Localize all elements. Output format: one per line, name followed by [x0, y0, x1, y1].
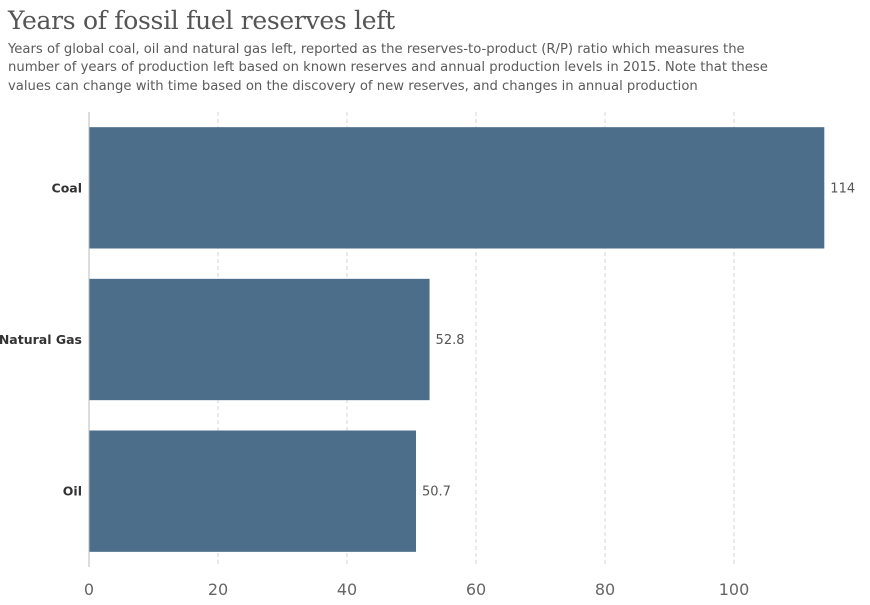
value-label-coal: 114	[830, 181, 855, 196]
category-label-natural-gas: Natural Gas	[0, 332, 82, 347]
x-tick-label-60: 60	[466, 580, 486, 599]
chart-title: Years of fossil fuel reserves left	[8, 6, 395, 35]
x-tick-label-40: 40	[337, 580, 357, 599]
x-tick-label-20: 20	[208, 580, 228, 599]
value-label-natural-gas: 52.8	[436, 333, 465, 348]
value-label-oil: 50.7	[422, 485, 451, 500]
bar-oil	[89, 430, 417, 552]
category-labels: Coal Natural Gas Oil	[0, 180, 82, 498]
value-labels: 114 52.8 50.7	[422, 181, 855, 499]
category-label-coal: Coal	[52, 180, 82, 195]
x-tick-label-0: 0	[84, 580, 94, 599]
bar-coal	[89, 127, 825, 249]
chart-subtitle: Years of global coal, oil and natural ga…	[8, 42, 768, 94]
x-tick-label-80: 80	[595, 580, 615, 599]
bar-natural-gas	[89, 278, 430, 401]
category-label-oil: Oil	[63, 484, 82, 499]
bars-group	[89, 127, 825, 552]
x-tick-labels: 0 20 40 60 80 100	[84, 580, 749, 599]
x-tick-label-100: 100	[719, 580, 750, 599]
